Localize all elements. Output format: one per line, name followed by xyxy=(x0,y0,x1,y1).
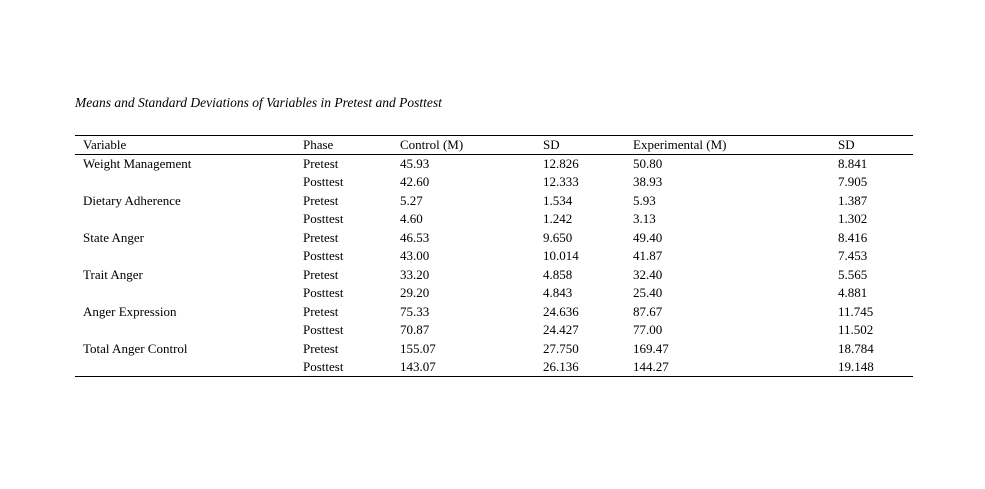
table-title: Means and Standard Deviations of Variabl… xyxy=(75,95,442,110)
cell-experimental-mean: 3.13 xyxy=(633,211,656,226)
cell-experimental-mean: 50.80 xyxy=(633,155,663,171)
cell-variable xyxy=(75,210,295,229)
cell-experimental-mean: 87.67 xyxy=(633,303,663,319)
cell-experimental-sd: 11.502 xyxy=(838,322,874,337)
table-row: Posttest 42.60 12.333 38.93 7.905 xyxy=(75,173,913,192)
cell-control-sd: 10.014 xyxy=(543,248,579,263)
cell-control-mean: 42.60 xyxy=(400,174,430,189)
cell-experimental-mean: 144.27 xyxy=(633,358,669,374)
cell-phase: Posttest xyxy=(303,322,344,337)
cell-control-mean: 75.33 xyxy=(400,303,430,319)
cell-variable xyxy=(75,358,295,377)
cell-experimental-mean: 32.40 xyxy=(633,266,663,282)
cell-control-mean: 4.60 xyxy=(400,211,423,226)
cell-variable: Dietary Adherence xyxy=(83,192,181,208)
cell-control-mean: 46.53 xyxy=(400,229,430,245)
cell-phase: Pretest xyxy=(303,303,339,319)
cell-phase: Posttest xyxy=(303,248,344,263)
cell-phase: Pretest xyxy=(303,192,339,208)
cell-experimental-sd: 1.387 xyxy=(838,192,868,208)
header-phase: Phase xyxy=(303,136,334,152)
cell-control-sd: 12.826 xyxy=(543,155,579,171)
cell-experimental-sd: 4.881 xyxy=(838,285,868,300)
cell-control-sd: 24.427 xyxy=(543,322,579,337)
cell-control-mean: 143.07 xyxy=(400,358,436,374)
cell-control-mean: 155.07 xyxy=(400,340,436,356)
cell-experimental-mean: 169.47 xyxy=(633,340,669,356)
cell-phase: Posttest xyxy=(303,174,344,189)
cell-control-mean: 45.93 xyxy=(400,155,430,171)
cell-control-mean: 5.27 xyxy=(400,192,423,208)
table-row: Posttest 70.87 24.427 77.00 11.502 xyxy=(75,321,913,340)
cell-experimental-sd: 18.784 xyxy=(838,340,874,356)
cell-variable xyxy=(75,173,295,192)
cell-variable: State Anger xyxy=(83,229,145,245)
table-row: Posttest 143.07 26.136 144.27 19.148 xyxy=(75,358,913,377)
cell-experimental-sd: 7.905 xyxy=(838,174,868,189)
means-sd-table: Variable Phase Control (M) SD Experiment… xyxy=(75,135,913,377)
cell-variable: Anger Expression xyxy=(83,303,177,319)
cell-variable xyxy=(75,247,295,266)
table-row: Dietary Adherence Pretest 5.27 1.534 5.93 1.3… xyxy=(75,191,913,210)
cell-control-sd: 1.242 xyxy=(543,211,573,226)
table-header-row: Variable Phase Control (M) SD Experiment… xyxy=(75,135,913,154)
header-variable: Variable xyxy=(83,136,127,152)
cell-experimental-sd: 8.416 xyxy=(838,229,868,245)
cell-control-sd: 1.534 xyxy=(543,192,573,208)
cell-control-mean: 33.20 xyxy=(400,266,430,282)
cell-control-sd: 9.650 xyxy=(543,229,573,245)
table-row: Weight Management Pretest 45.93 12.826 50.80… xyxy=(75,154,913,173)
cell-control-mean: 29.20 xyxy=(400,285,430,300)
cell-control-sd: 24.636 xyxy=(543,303,579,319)
cell-variable: Weight Management xyxy=(83,155,192,171)
cell-experimental-sd: 19.148 xyxy=(838,358,874,374)
cell-experimental-sd: 1.302 xyxy=(838,211,868,226)
header-control-sd: SD xyxy=(543,136,560,152)
cell-experimental-sd: 11.745 xyxy=(838,303,874,319)
cell-phase: Pretest xyxy=(303,340,339,356)
cell-experimental-mean: 38.93 xyxy=(633,174,663,189)
cell-control-sd: 12.333 xyxy=(543,174,579,189)
cell-phase: Pretest xyxy=(303,266,339,282)
cell-phase: Posttest xyxy=(303,358,344,374)
header-experimental-mean: Experimental (M) xyxy=(633,136,727,152)
header-control-mean: Control (M) xyxy=(400,136,464,152)
table-body: Weight Management Pretest 45.93 12.826 50.80… xyxy=(75,154,913,376)
cell-variable: Total Anger Control xyxy=(83,340,188,356)
cell-experimental-mean: 49.40 xyxy=(633,229,663,245)
cell-experimental-mean: 77.00 xyxy=(633,322,663,337)
cell-phase: Pretest xyxy=(303,229,339,245)
cell-experimental-sd: 8.841 xyxy=(838,155,868,171)
cell-control-mean: 43.00 xyxy=(400,248,430,263)
cell-control-sd: 27.750 xyxy=(543,340,579,356)
cell-experimental-sd: 5.565 xyxy=(838,266,868,282)
cell-phase: Pretest xyxy=(303,155,339,171)
cell-experimental-mean: 25.40 xyxy=(633,285,663,300)
cell-variable xyxy=(75,284,295,303)
table-row: State Anger Pretest 46.53 9.650 49.40 8.416 xyxy=(75,228,913,247)
cell-control-sd: 4.843 xyxy=(543,285,573,300)
cell-control-sd: 4.858 xyxy=(543,266,573,282)
table-header: Variable Phase Control (M) SD Experiment… xyxy=(75,135,913,154)
table-row: Posttest 4.60 1.242 3.13 1.302 xyxy=(75,210,913,229)
cell-experimental-mean: 41.87 xyxy=(633,248,663,263)
table-row: Posttest 29.20 4.843 25.40 4.881 xyxy=(75,284,913,303)
cell-variable: Trait Anger xyxy=(83,266,143,282)
table-row: Posttest 43.00 10.014 41.87 7.453 xyxy=(75,247,913,266)
table-row: Trait Anger Pretest 33.20 4.858 32.40 5.565 xyxy=(75,265,913,284)
cell-control-sd: 26.136 xyxy=(543,358,579,374)
cell-control-mean: 70.87 xyxy=(400,322,430,337)
table-row: Anger Expression Pretest 75.33 24.636 87.67 1… xyxy=(75,302,913,321)
table-row: Total Anger Control Pretest 155.07 27.750 16… xyxy=(75,339,913,358)
header-experimental-sd: SD xyxy=(838,136,855,152)
cell-variable xyxy=(75,321,295,340)
cell-phase: Posttest xyxy=(303,285,344,300)
cell-phase: Posttest xyxy=(303,211,344,226)
cell-experimental-sd: 7.453 xyxy=(838,248,868,263)
cell-experimental-mean: 5.93 xyxy=(633,192,656,208)
